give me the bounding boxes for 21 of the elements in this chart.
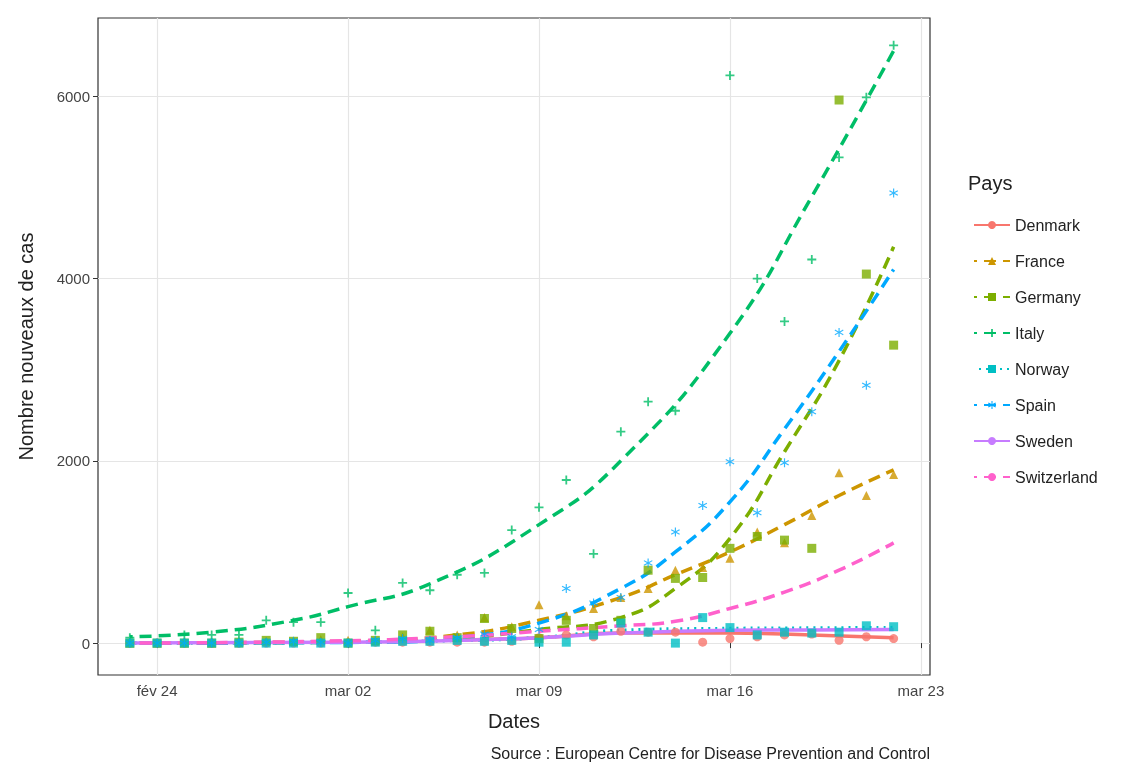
legend-title: Pays — [968, 172, 1013, 194]
x-tick-label: fév 24 — [136, 682, 178, 699]
x-tick-label: mar 09 — [515, 682, 563, 699]
legend-label: Norway — [1015, 360, 1070, 378]
y-tick-label: 0 — [81, 634, 90, 652]
source-note: Source : European Centre for Disease Prevention and Control — [490, 744, 930, 762]
y-tick-label: 6000 — [56, 87, 90, 105]
x-tick-label: mar 23 — [897, 682, 945, 699]
x-tick-label: mar 02 — [324, 682, 372, 699]
y-tick-label: 2000 — [56, 452, 90, 470]
legend-label: Sweden — [1015, 432, 1073, 450]
legend-label: Italy — [1015, 324, 1045, 342]
legend-label: Spain — [1015, 396, 1056, 414]
legend-label: Denmark — [1015, 216, 1081, 234]
legend-label: Switzerland — [1015, 468, 1098, 486]
y-axis-title: Nombre nouveaux de cas — [15, 232, 37, 461]
legend-label: France — [1015, 252, 1065, 270]
y-tick-label: 4000 — [56, 270, 90, 288]
x-axis-title: Dates — [487, 710, 541, 732]
legend-label: Germany — [1015, 288, 1081, 306]
x-tick-label: mar 16 — [706, 682, 754, 699]
